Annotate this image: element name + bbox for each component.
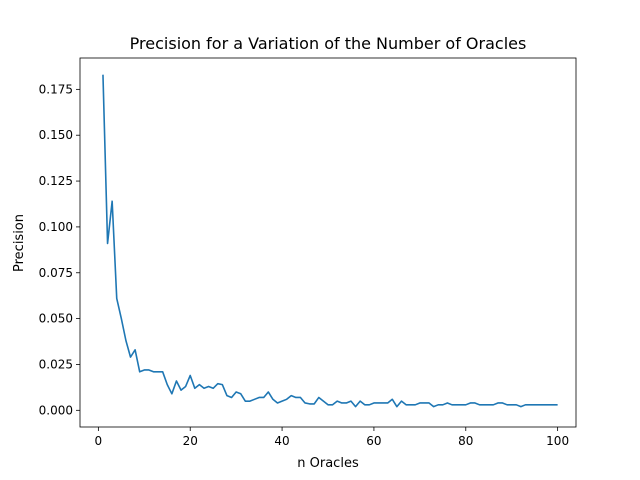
- x-tick-label: 20: [183, 434, 198, 448]
- axes-frame: [79, 57, 577, 428]
- y-tick-label: 0.175: [39, 82, 73, 96]
- x-tick-label: 100: [546, 434, 569, 448]
- y-tick-label: 0.050: [39, 312, 73, 326]
- x-tick-label: 0: [95, 434, 103, 448]
- x-tick-label: 60: [366, 434, 381, 448]
- precision-series-line: [102, 74, 558, 408]
- plot-area: [102, 74, 558, 408]
- x-tick-label: 80: [458, 434, 473, 448]
- y-tick-label: 0.150: [39, 128, 73, 142]
- x-axis-ticks: 0 20 40 60 80 100: [95, 427, 569, 448]
- y-tick-label: 0.075: [39, 266, 73, 280]
- x-axis-label: n Oracles: [297, 456, 359, 471]
- y-tick-label: 0.025: [39, 357, 73, 371]
- y-axis-ticks: 0.000 0.025 0.050 0.075 0.100 0.125 0.150 0.175: [39, 82, 80, 417]
- chart-title: Precision for a Variation of the Number …: [130, 34, 527, 53]
- y-axis-label: Precision: [12, 214, 27, 272]
- y-tick-label: 0.000: [39, 403, 73, 417]
- y-tick-label: 0.100: [39, 220, 73, 234]
- y-tick-label: 0.125: [39, 174, 73, 188]
- x-tick-label: 40: [274, 434, 289, 448]
